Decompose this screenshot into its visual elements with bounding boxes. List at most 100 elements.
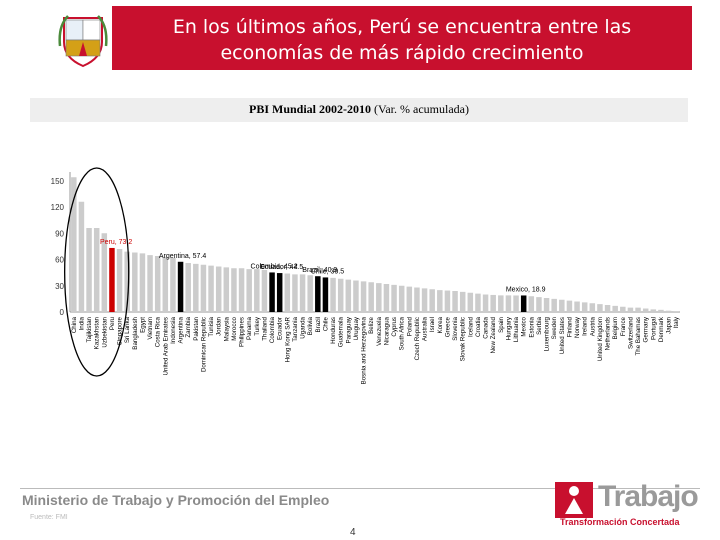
bar [284,273,291,312]
chart-subtitle-normal: (Var. % acumulada) [371,102,469,116]
x-tick-label: Jordan [216,316,223,335]
bar [612,305,618,312]
bar [193,263,199,312]
x-tick-label: Finland [566,316,573,337]
bar [459,291,466,312]
bar [597,304,603,312]
bar [162,256,169,312]
source-note: Fuente: FMI [30,514,68,521]
bar [101,233,108,312]
x-tick-label: Uruguay [353,316,360,340]
x-tick-label: Netherlands [605,317,612,350]
page-title: En los últimos años, Perú se encuentra e… [112,14,692,66]
x-tick-label: Sweden [551,316,558,339]
trabajo-logo-icon [555,482,593,518]
bar [429,289,435,312]
bar [360,281,367,312]
footer-divider [20,488,700,489]
peru-highlight-ellipse [64,167,130,377]
data-label: Colombia, 45.2 [251,263,298,270]
logo-word: Trabajo [598,480,699,513]
data-label: Chile, 39.5 [311,268,345,275]
bar [299,274,306,312]
x-tick-label: Costa Rica [155,316,162,347]
x-tick-label: Ireland [582,316,589,335]
x-tick-label: India [78,316,85,330]
ministry-name: Ministerio de Trabajo y Promoción del Em… [22,492,330,508]
bar [246,269,252,312]
y-tick-label: 120 [51,203,65,212]
bar [498,295,504,312]
x-tick-label: Uganda [300,316,307,338]
bar [528,296,535,312]
data-label: Brazil, 40.9 [302,267,337,274]
bar [475,293,481,312]
bar [551,298,557,312]
x-tick-label: China [71,316,78,333]
x-tick-label: Bosnia and Herzegovina [361,316,368,384]
bar [658,309,664,312]
bar [391,284,397,312]
bar [223,267,230,312]
bar [566,300,573,312]
bar [581,302,588,312]
bar [620,306,626,312]
bar [208,265,214,312]
bar [543,298,550,312]
bar [444,290,451,312]
bar [437,290,443,312]
header-band [112,6,692,70]
bar [254,269,260,312]
x-tick-label: Norway [574,316,581,338]
bar [177,261,184,312]
x-tick-label: Pakistan [193,316,200,340]
bar [315,276,321,312]
y-tick-label: 90 [55,229,64,238]
bar [276,273,283,312]
x-tick-label: Belgium [612,317,619,339]
x-tick-label: Hong Kong SAR [284,316,291,362]
bar [116,249,123,312]
x-tick-label: Brazil [315,317,322,332]
bar [154,256,161,312]
bar [292,274,298,312]
x-tick-label: Spain [498,316,505,332]
bar [650,309,657,312]
bar [322,277,329,312]
title-line-1: En los últimos años, Perú se encuentra e… [172,16,632,38]
bar [536,297,542,312]
bar [238,268,245,312]
x-tick-label: Bolivia [307,316,314,335]
x-tick-label: Czech Republic [414,317,421,360]
x-tick-label: United States [559,317,566,354]
bar [78,201,85,312]
x-tick-label: Peru [109,316,116,330]
x-tick-label: Kazakhstan [94,316,101,349]
x-tick-label: The Bahamas [635,317,642,356]
x-tick-label: Dominican Republic [200,317,207,372]
x-tick-label: Luxembourg [544,316,551,351]
x-tick-label: Colombia [269,316,276,343]
page-number: 4 [350,527,356,538]
x-tick-label: Turkey [254,316,261,336]
x-tick-label: Slovak Republic [460,317,467,361]
coat-of-arms-icon [58,15,108,68]
x-tick-label: Singapore [117,316,124,345]
x-tick-label: Guatemala [338,316,345,347]
x-tick-label: Cyprus [391,317,398,337]
x-tick-label: Argentina [178,316,185,343]
x-tick-label: Estonia [528,316,535,337]
bar [109,247,115,312]
x-tick-label: Tunisia [208,316,215,336]
bar [452,291,458,312]
bar [414,287,420,312]
x-tick-label: Zambia [185,316,192,337]
gdp-bar-chart: 0 30 60 90 120 150 China India Tajikistan Kazakhs… [51,167,680,384]
bar [353,280,359,312]
x-tick-label: Italy [673,316,680,328]
bar [398,285,405,312]
x-tick-label: Philippines [239,317,246,347]
x-tick-label: Germany [643,316,650,342]
bar [132,252,138,312]
x-tick-label: Switzerland [627,316,634,349]
